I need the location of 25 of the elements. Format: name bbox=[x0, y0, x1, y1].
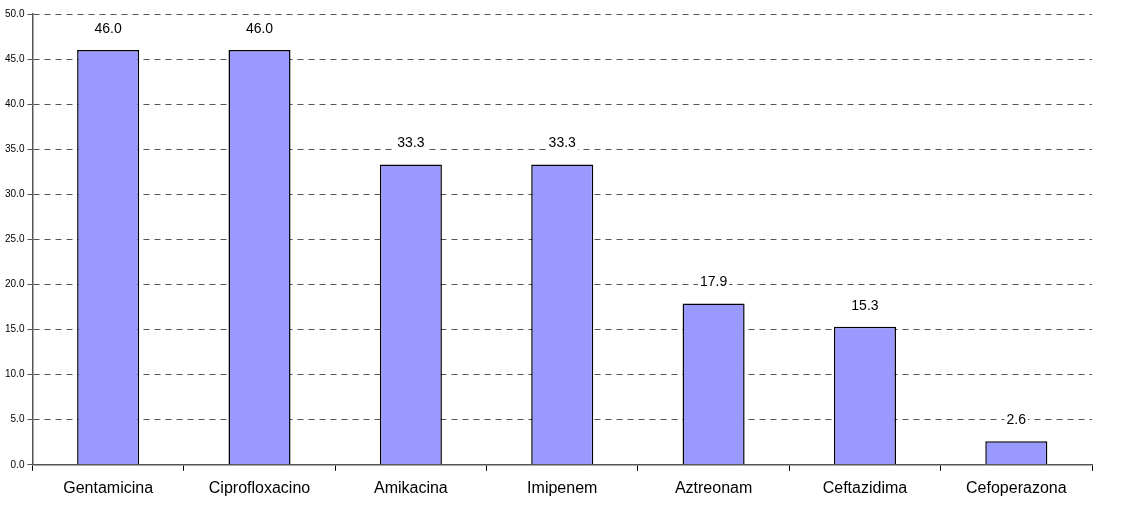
data-label: 33.3 bbox=[548, 134, 577, 151]
y-tick-label: 50.0 bbox=[4, 7, 25, 19]
data-label: 33.3 bbox=[397, 134, 425, 151]
y-tick-label: 25.0 bbox=[4, 233, 25, 245]
x-tick-label: Gentamicina bbox=[63, 478, 154, 496]
y-tick-label: 5.0 bbox=[10, 413, 25, 425]
x-tick-label: Ceftazidima bbox=[822, 478, 908, 496]
y-tick-label: 35.0 bbox=[4, 142, 25, 154]
data-label: 46.0 bbox=[94, 19, 122, 36]
y-tick-label: 10.0 bbox=[4, 368, 25, 380]
x-tick-label: Cefoperazona bbox=[966, 478, 1067, 496]
y-tick-label: 20.0 bbox=[4, 278, 25, 290]
x-tick-label: Amikacina bbox=[373, 478, 448, 496]
y-tick-label: 30.0 bbox=[4, 188, 25, 200]
x-tick-label: Aztreonam bbox=[674, 478, 753, 496]
y-tick-label: 45.0 bbox=[4, 52, 25, 64]
x-tick-label: Imipenem bbox=[527, 478, 598, 496]
x-tick-label: Ciprofloxacino bbox=[208, 478, 311, 496]
data-label: 17.9 bbox=[699, 273, 728, 290]
y-tick-label: 40.0 bbox=[4, 97, 25, 109]
data-label: 2.6 bbox=[1006, 411, 1027, 428]
data-label: 15.3 bbox=[851, 296, 879, 313]
y-tick-label: 0.0 bbox=[10, 458, 25, 470]
y-tick-label: 15.0 bbox=[4, 323, 25, 335]
data-label: 46.0 bbox=[245, 19, 274, 36]
